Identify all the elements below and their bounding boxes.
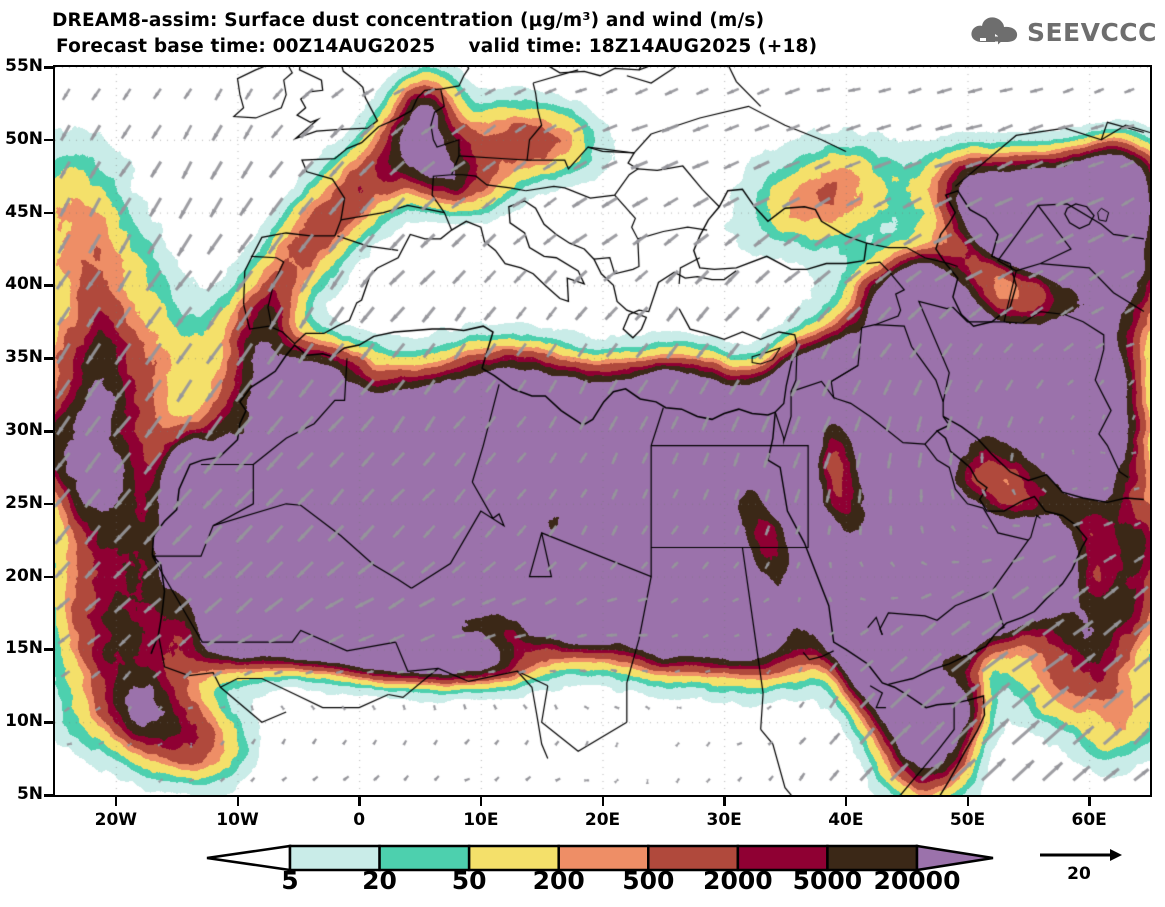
y-axis-tick [44,502,53,506]
wind-reference-arrow-icon [1040,849,1122,861]
wind-reference-value: 20 [1067,864,1091,884]
logo-text: SEEVCCC [1026,17,1157,47]
y-axis-label: 45N [5,201,43,222]
forecast-time-subtitle: Forecast base time: 00Z14AUG2025 valid t… [56,36,818,58]
colorbar-tick-label: 500 [622,866,675,895]
y-axis-label: 5N [16,784,43,804]
y-axis-tick [44,66,53,69]
y-axis-tick [44,575,53,579]
y-axis-label: 55N [5,56,43,76]
y-axis-label: 10N [5,711,43,732]
colorbar-tick-label: 200 [532,866,585,895]
y-axis-tick [44,357,53,360]
dust-concentration-map [55,67,1150,795]
x-axis-label: 50E [949,810,986,830]
y-axis-label: 30N [5,420,43,440]
colorbar-labels: 5 20 50 200 500 2000 5000 20000 [205,866,995,900]
cloud-arrow-icon [968,14,1020,50]
x-axis-label: 40E [828,810,864,830]
x-axis-label: 10W [216,810,259,830]
colorbar-tick-label: 5 [281,866,299,895]
colorbar-segment [557,844,650,872]
y-axis-tick [44,138,53,142]
x-axis-tick [1088,797,1091,806]
y-axis-label: 25N [5,492,43,513]
colorbar-tick-label: 50 [451,866,487,895]
x-axis-tick [601,797,604,806]
x-axis-label: 20E [584,810,621,830]
x-axis-label: 10E [463,810,499,830]
y-axis-label: 40N [5,274,43,295]
x-axis-tick [358,797,361,806]
y-axis-label: 50N [5,128,43,149]
y-axis-label: 15N [5,638,43,659]
page-title: DREAM8-assim: Surface dust concentration… [52,10,765,31]
x-axis-label: 30E [706,810,742,830]
colorbar-segment-over [915,844,994,872]
y-axis-tick [44,284,53,287]
x-axis-tick [844,797,848,806]
colorbar-segment [378,844,471,872]
colorbar-tick-label: 20 [362,866,397,895]
y-axis-tick [44,648,53,651]
map-plot-area [53,65,1152,797]
x-axis-tick [236,797,239,806]
y-axis-label: 20N [5,565,43,586]
colorbar-segment [467,844,560,872]
colorbar-segment [288,844,381,872]
colorbar-segment [647,844,740,872]
x-axis-tick [723,797,726,806]
x-axis-tick [114,797,118,806]
y-axis-tick [44,430,53,433]
x-axis-label: 20W [94,810,138,830]
x-axis-tick [479,797,483,806]
y-axis-label: 35N [5,347,43,368]
x-axis-tick [966,797,969,806]
x-axis-label: 60E [1071,810,1107,830]
colorbar-tick-label: 20000 [873,866,961,895]
colorbar [205,843,995,873]
colorbar-segment [736,844,829,872]
x-axis-label: 0 [353,810,366,830]
colorbar-tick-label: 2000 [703,866,773,895]
y-axis-tick [44,794,53,797]
y-axis-tick [44,211,53,215]
map-header: DREAM8-assim: Surface dust concentration… [52,8,992,61]
colorbar-tick-label: 5000 [792,866,863,895]
wind-scale-reference: 20 [1036,846,1146,890]
y-axis-tick [44,721,53,724]
seevccc-logo: SEEVCCC [968,14,1157,50]
